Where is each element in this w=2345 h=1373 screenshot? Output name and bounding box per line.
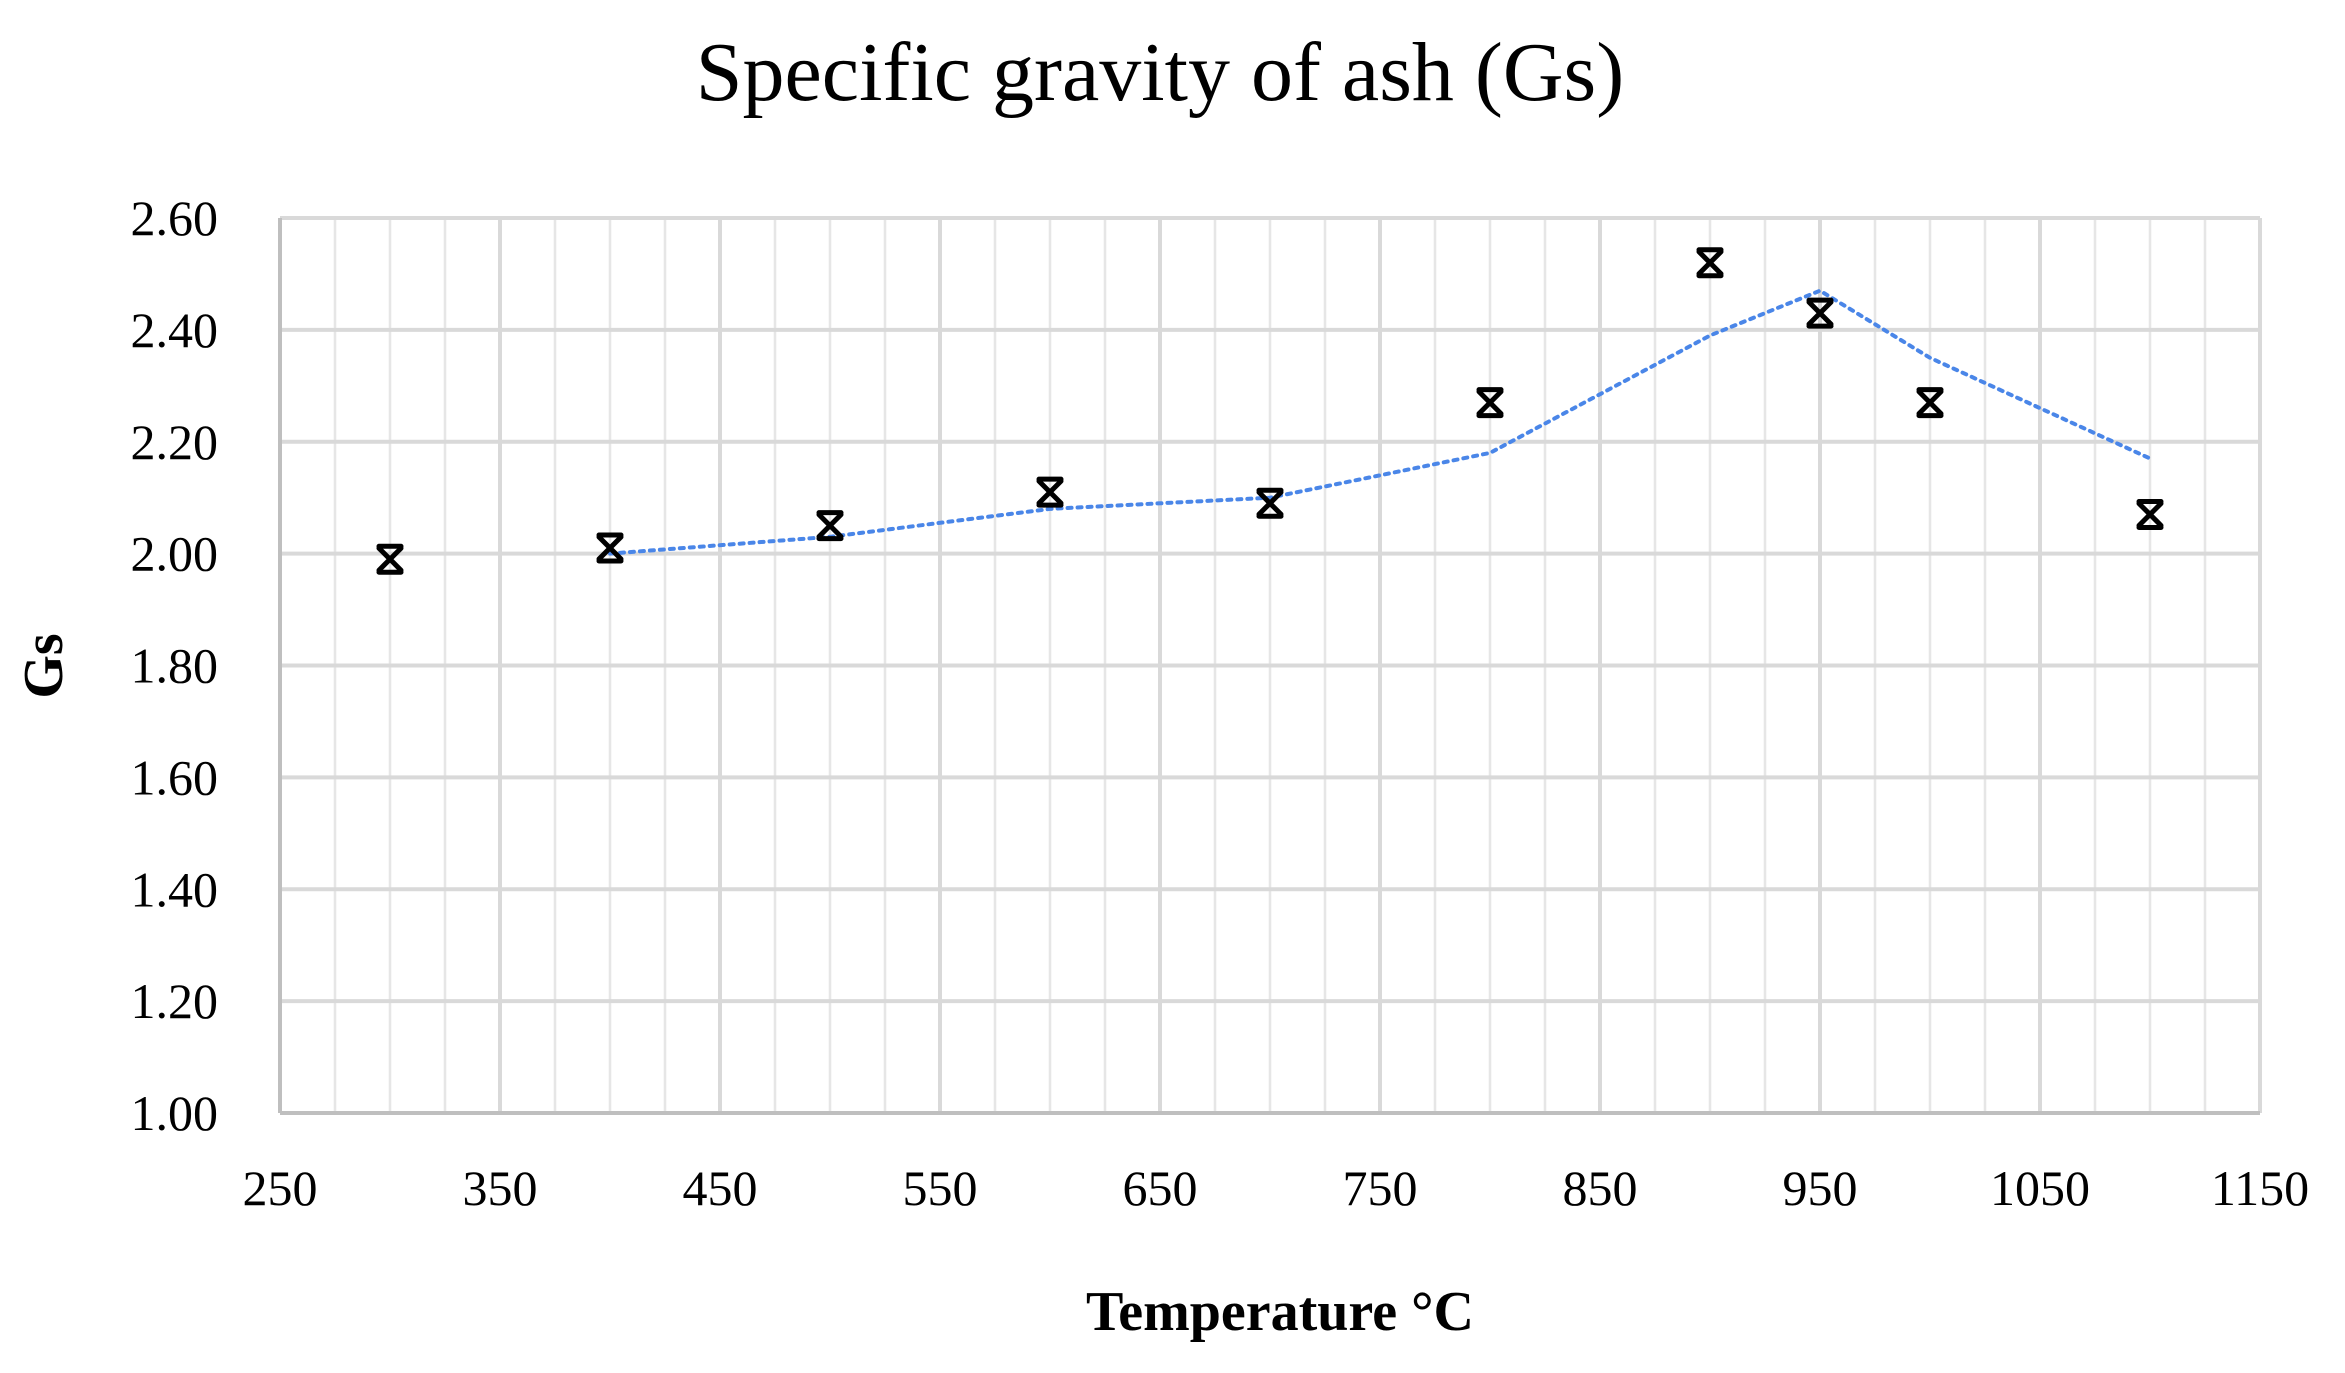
- x-axis-label: Temperature °C: [1086, 1281, 1474, 1343]
- y-axis-ticks: 1.00 1.20 1.40 1.60 1.80 2.00 2.20 2.40 2.60: [131, 190, 219, 1141]
- x-tick-label: 850: [1563, 1160, 1638, 1216]
- x-tick-label: 650: [1123, 1160, 1198, 1216]
- y-tick-label: 2.20: [131, 414, 219, 470]
- y-tick-label: 2.40: [131, 302, 219, 358]
- x-tick-label: 550: [903, 1160, 978, 1216]
- data-point: [376, 543, 404, 575]
- y-tick-label: 1.20: [131, 973, 219, 1029]
- data-point: [816, 510, 844, 542]
- x-tick-label: 950: [1783, 1160, 1858, 1216]
- data-point: [1696, 247, 1724, 279]
- x-tick-label: 1050: [1990, 1160, 2090, 1216]
- axes: [278, 218, 2260, 1115]
- data-point: [2136, 498, 2164, 530]
- x-tick-label: 450: [683, 1160, 758, 1216]
- data-points: [376, 247, 2164, 575]
- y-tick-label: 1.80: [131, 638, 219, 694]
- data-point: [1806, 297, 1834, 329]
- chart-title: Specific gravity of ash (Gs): [696, 26, 1624, 119]
- y-tick-label: 2.00: [131, 526, 219, 582]
- data-point: [1036, 476, 1064, 508]
- y-tick-label: 1.00: [131, 1085, 219, 1141]
- x-tick-label: 350: [463, 1160, 538, 1216]
- data-point: [596, 532, 624, 564]
- y-tick-label: 1.60: [131, 749, 219, 805]
- y-tick-label: 2.60: [131, 190, 219, 246]
- y-axis-label: Gs: [13, 633, 75, 698]
- trendline: [608, 288, 2152, 556]
- data-point: [1916, 387, 1944, 419]
- x-tick-label: 250: [243, 1160, 318, 1216]
- data-point: [1256, 487, 1284, 519]
- x-axis-ticks: 250 350 450 550 650 750 850 950 1050 1150: [243, 1160, 2310, 1216]
- x-tick-label: 1150: [2211, 1160, 2309, 1216]
- x-tick-label: 750: [1343, 1160, 1418, 1216]
- data-point: [1476, 387, 1504, 419]
- y-tick-label: 1.40: [131, 861, 219, 917]
